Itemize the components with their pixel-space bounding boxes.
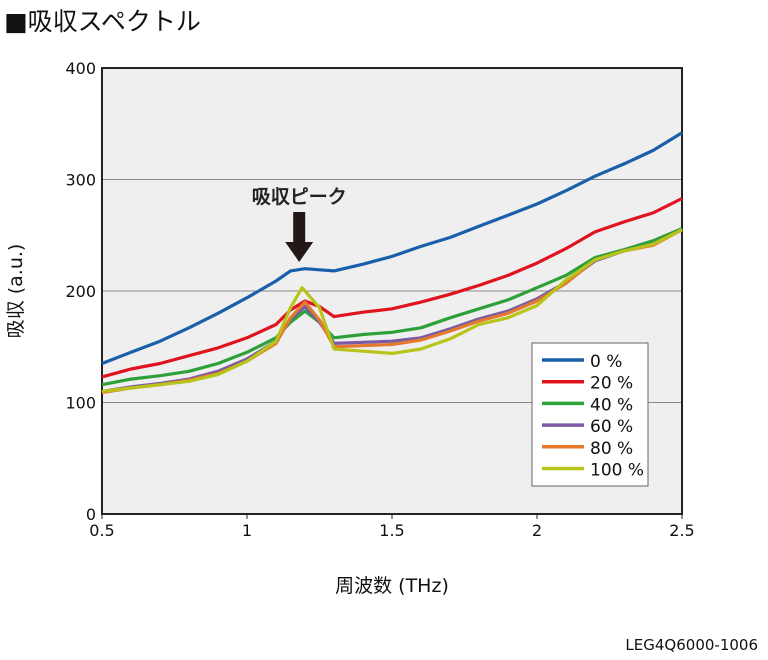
plot-frame [101,67,683,515]
y-tick-label: 200 [65,282,96,301]
series-line-2 [101,227,683,387]
x-tick-label: 2 [532,521,542,540]
figure-code: LEG4Q6000-1006 [625,636,758,654]
y-axis-label: 吸収 (a.u.) [5,244,27,339]
legend-label: 100 % [590,461,644,481]
annotation-label: 吸収ピーク [252,186,347,208]
series-line-1 [101,197,683,379]
legend-label: 80 % [590,439,633,459]
series-line-0 [101,131,683,365]
x-tick-label: 1 [242,521,252,540]
legend [531,342,649,487]
x-tick-label: 2.5 [669,521,694,540]
legend-label: 20 % [590,374,633,394]
y-tick-label: 400 [65,59,96,78]
y-tick-label: 100 [65,394,96,413]
y-tick-label: 300 [65,171,96,190]
x-tick-label: 0.5 [89,521,114,540]
x-tick-label: 1.5 [379,521,404,540]
legend-label: 0 % [590,352,622,372]
series-line-5 [101,228,683,393]
page-title: ■吸収スペクトル [4,7,201,36]
legend-label: 40 % [590,395,633,415]
x-axis-label: 周波数 (THz) [335,575,449,597]
y-tick-label: 0 [86,505,96,524]
down-arrow-icon [285,212,314,262]
legend-label: 60 % [590,417,633,437]
